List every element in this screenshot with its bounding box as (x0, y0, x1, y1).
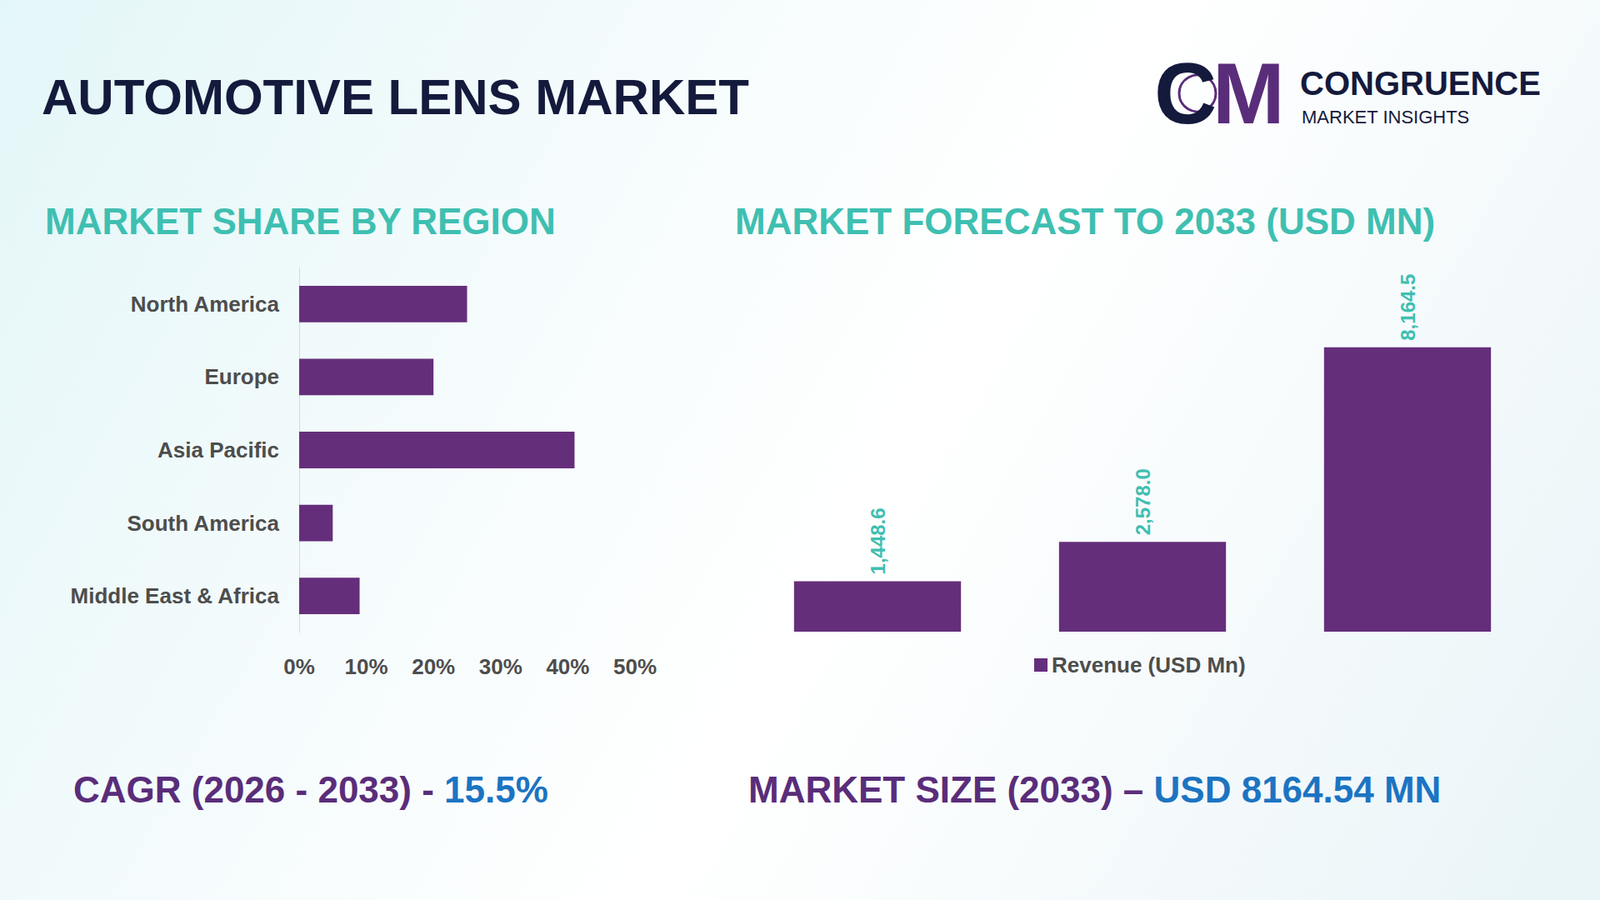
svg-text:15.5%: 15.5% (444, 769, 549, 810)
svg-text:Middle East & Africa: Middle East & Africa (70, 583, 280, 609)
svg-text:MARKET SHARE BY REGION: MARKET SHARE BY REGION (45, 200, 556, 242)
svg-text:USD 8164.54 MN: USD 8164.54 MN (1154, 769, 1442, 810)
svg-text:MARKET SIZE (2033) –: MARKET SIZE (2033) – (748, 769, 1155, 810)
svg-text:50%: 50% (613, 654, 657, 680)
svg-text:2,578.0: 2,578.0 (1131, 468, 1155, 535)
svg-text:Asia Pacific: Asia Pacific (157, 437, 280, 463)
svg-text:40%: 40% (545, 654, 590, 680)
svg-text:1,448.6: 1,448.6 (866, 507, 890, 575)
svg-text:North America: North America (130, 291, 280, 317)
svg-text:CONGRUENCE: CONGRUENCE (1300, 65, 1541, 102)
svg-text:M: M (1212, 45, 1285, 142)
svg-text:Revenue (USD Mn): Revenue (USD Mn) (1051, 652, 1246, 678)
svg-text:C: C (1154, 45, 1217, 142)
svg-text:Europe: Europe (204, 364, 280, 390)
svg-text:MARKET INSIGHTS: MARKET INSIGHTS (1301, 106, 1470, 128)
svg-text:20%: 20% (411, 654, 455, 680)
svg-text:0%: 0% (283, 654, 315, 680)
svg-text:South America: South America (126, 510, 280, 536)
svg-text:MARKET FORECAST TO 2033 (USD M: MARKET FORECAST TO 2033 (USD MN) (735, 200, 1435, 242)
svg-text:8,164.5: 8,164.5 (1396, 274, 1420, 341)
svg-text:AUTOMOTIVE LENS MARKET: AUTOMOTIVE LENS MARKET (41, 69, 750, 125)
svg-text:10%: 10% (345, 654, 389, 680)
svg-text:30%: 30% (479, 654, 523, 680)
svg-text:CAGR (2026 - 2033) -: CAGR (2026 - 2033) - (73, 769, 445, 810)
